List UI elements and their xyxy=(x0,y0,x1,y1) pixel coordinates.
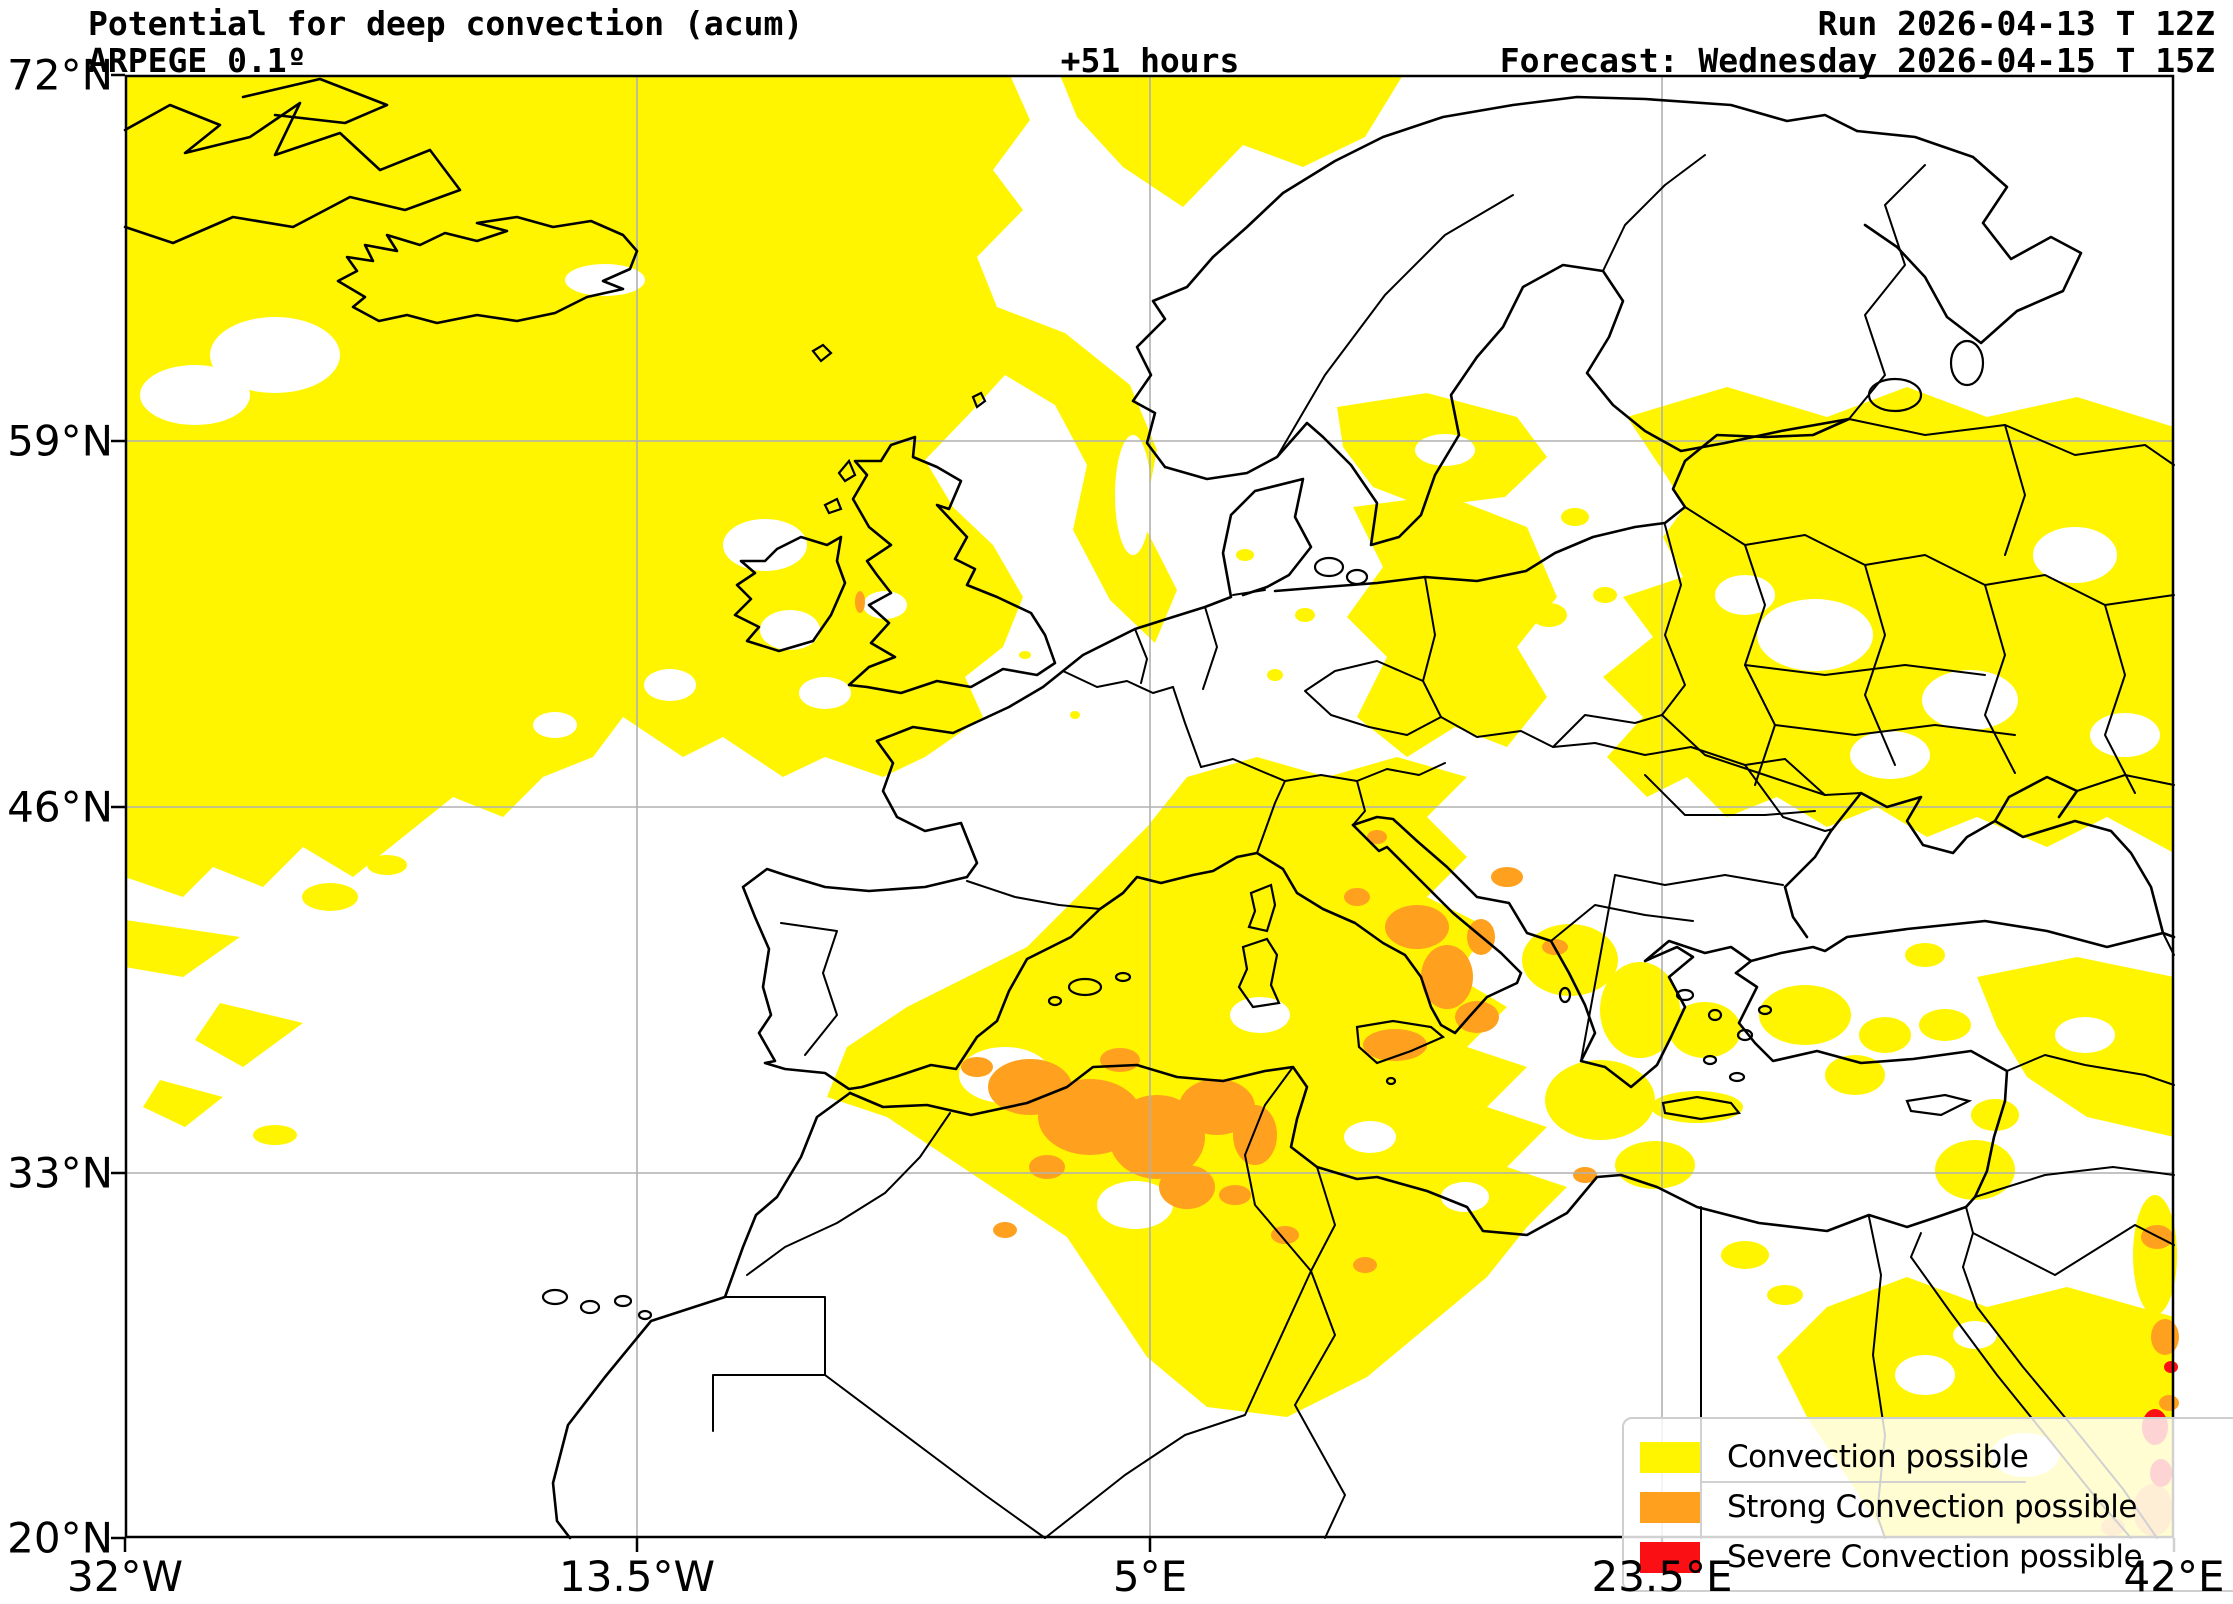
forecast-map xyxy=(111,73,2179,1552)
model-label: ARPEGE 0.1º xyxy=(88,41,307,80)
lat-tick-72n: 72°N xyxy=(7,50,113,100)
legend-label: Strong Convection possible xyxy=(1727,1489,2137,1525)
forecast-label: Forecast: Wednesday 2026-04-15 T 15Z xyxy=(1499,41,2215,80)
coastlines xyxy=(123,77,2176,1540)
lon-tick-42e: 42°E xyxy=(2123,1552,2225,1601)
lat-tick-33n: 33°N xyxy=(7,1148,113,1198)
map-frame xyxy=(124,74,2175,1539)
severe-convection-swatch xyxy=(1640,1541,1700,1573)
strong-convection-region xyxy=(855,591,2179,1536)
lon-tick-5e: 5°E xyxy=(1112,1552,1188,1601)
map-title: Potential for deep convection (acum) xyxy=(88,4,804,43)
legend-item-strong: Strong Convection possible xyxy=(1640,1482,2233,1532)
run-label: Run 2026-04-13 T 12Z xyxy=(1817,4,2215,43)
legend-label: Convection possible xyxy=(1727,1439,2029,1475)
lat-tick-59n: 59°N xyxy=(7,416,113,466)
convection-possible-swatch xyxy=(1640,1441,1700,1473)
lon-tick-13-5w: 13.5°W xyxy=(558,1552,716,1601)
legend: Convection possible Strong Convection po… xyxy=(1622,1417,2233,1592)
legend-label: Severe Convection possible xyxy=(1727,1539,2143,1575)
map-area: Convection possible Strong Convection po… xyxy=(111,73,2233,1592)
legend-item-severe: Severe Convection possible xyxy=(1640,1532,2233,1582)
lat-tick-46n: 46°N xyxy=(7,782,113,832)
clear-gaps xyxy=(140,264,2160,1477)
lon-tick-32w: 32°W xyxy=(67,1552,183,1601)
lat-tick-20n: 20°N xyxy=(7,1513,113,1563)
lead-time-label: +51 hours xyxy=(1060,41,1240,80)
legend-item-convection: Convection possible xyxy=(1640,1432,2233,1482)
lon-tick-23-5e: 23.5°E xyxy=(1591,1552,1733,1601)
strong-convection-swatch xyxy=(1640,1491,1700,1523)
graticule xyxy=(125,75,2174,1538)
